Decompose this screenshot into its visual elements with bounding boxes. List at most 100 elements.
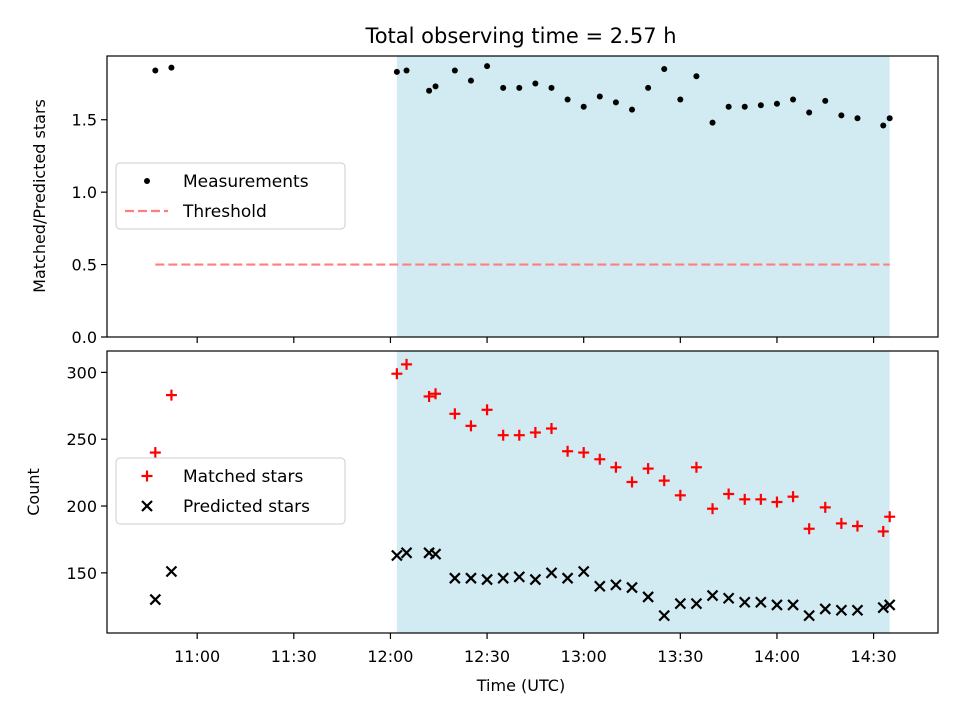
matched-star-point <box>610 461 622 473</box>
predicted-star-point <box>465 572 477 584</box>
predicted-star-point <box>819 603 832 615</box>
bottom-panel: 150 200 250 300 11:00 11:30 12:00 12:30 13:00 13… <box>24 350 939 695</box>
predicted-star-point <box>626 581 638 594</box>
measurement-point <box>645 84 652 91</box>
measurement-point <box>790 96 797 103</box>
predicted-star-point <box>706 589 719 602</box>
predicted-star-point <box>883 599 896 611</box>
bottom-y-tick-label: 250 <box>66 430 97 449</box>
predicted-star-point <box>674 597 687 610</box>
predicted-star-point <box>561 572 574 584</box>
matched-star-point <box>707 503 719 515</box>
measurement-point <box>451 67 458 74</box>
measurement-point <box>403 67 410 74</box>
measurement-point <box>516 84 523 91</box>
matched-star-point <box>423 390 435 402</box>
bottom-legend: Matched stars Predicted stars <box>115 457 346 525</box>
measurement-point <box>612 99 619 106</box>
matched-star-point <box>739 493 751 505</box>
predicted-star-point <box>529 573 542 586</box>
predicted-star-point <box>481 573 493 586</box>
measurement-point <box>426 87 433 94</box>
predicted-star-point <box>851 604 864 617</box>
predicted-star-point <box>755 596 767 609</box>
bottom-y-tick-label: 300 <box>66 363 97 382</box>
matched-star-point <box>755 493 767 505</box>
predicted-star-point <box>577 565 590 578</box>
legend-matched-label: Matched stars <box>183 467 303 487</box>
matched-star-point <box>513 429 525 441</box>
predicted-star-point <box>400 547 413 559</box>
matched-star-point <box>562 445 574 457</box>
matched-star-point <box>626 476 638 488</box>
measurement-point <box>596 93 603 100</box>
matched-star-point <box>578 447 590 459</box>
x-tick-label: 13:30 <box>657 647 703 666</box>
measurement-point <box>709 119 716 126</box>
top-panel: 0.0 0.5 1.0 1.5 Matched/Predicted stars Mea… <box>30 55 939 347</box>
measurement-point <box>677 96 684 103</box>
matched-star-point <box>851 520 863 532</box>
measurement-point <box>757 102 764 109</box>
matched-star-point <box>449 408 461 420</box>
x-tick-label: 12:30 <box>464 647 510 666</box>
predicted-star-point <box>545 567 558 579</box>
chart-title: Total observing time = 2.57 h <box>364 24 676 48</box>
top-y-tick-label: 1.5 <box>72 111 97 130</box>
top-axes-frame <box>106 55 939 338</box>
matched-star-point <box>430 388 442 400</box>
top-y-tick-label: 1.0 <box>72 183 97 202</box>
measurement-point <box>548 84 555 91</box>
matched-star-point <box>819 501 831 513</box>
top-legend: Measurements Threshold <box>115 162 346 230</box>
measurement-point <box>168 64 175 71</box>
matched-star-point <box>787 491 799 503</box>
x-tick-label: 12:00 <box>367 647 413 666</box>
predicted-star-point <box>690 597 703 610</box>
x-tick-label: 13:00 <box>561 647 607 666</box>
measurement-point <box>580 103 587 110</box>
matched-star-point <box>803 523 815 535</box>
measurement-point <box>806 109 813 116</box>
matched-star-point <box>884 511 896 523</box>
predicted-star-point <box>771 599 783 611</box>
predicted-star-point <box>835 604 848 617</box>
legend-measurements-label: Measurements <box>183 172 309 192</box>
measurement-point <box>725 103 732 110</box>
matched-star-point <box>642 463 654 475</box>
bottom-y-axis-label: Count <box>24 468 43 516</box>
matched-star-point <box>149 447 161 459</box>
predicted-star-point <box>497 572 509 584</box>
top-y-axis-label: Matched/Predicted stars <box>30 99 49 293</box>
matched-star-point <box>594 453 606 465</box>
x-tick-label: 14:30 <box>851 647 897 666</box>
predicted-star-point <box>449 572 461 584</box>
predicted-star-point <box>513 571 526 583</box>
top-legend-box <box>115 162 346 230</box>
predicted-star-point <box>610 579 622 591</box>
matched-star-point <box>165 389 177 401</box>
legend-measurement-marker <box>144 178 150 184</box>
predicted-star-point <box>787 599 799 611</box>
predicted-star-point <box>165 565 178 578</box>
observing-window-shade-bottom <box>396 351 890 633</box>
top-y-tick-label: 0.5 <box>72 256 97 275</box>
bottom-y-tick-label: 200 <box>66 497 97 516</box>
predicted-star-point <box>642 591 654 603</box>
matched-star-point <box>674 489 686 501</box>
measurement-point <box>693 73 700 80</box>
matched-star-point <box>497 429 509 441</box>
measurement-point <box>661 66 668 73</box>
measurement-point <box>854 115 861 122</box>
measurement-point <box>564 96 571 103</box>
predicted-star-point <box>722 592 735 605</box>
predicted-star-point <box>429 548 442 560</box>
measurement-point <box>838 112 845 119</box>
predicted-star-point <box>594 580 606 593</box>
predicted-star-point <box>738 596 751 609</box>
measurement-point <box>152 67 159 74</box>
matched-star-point <box>545 423 557 435</box>
measurement-point <box>629 106 636 113</box>
predicted-star-point <box>149 593 162 606</box>
measurement-point <box>432 83 439 90</box>
